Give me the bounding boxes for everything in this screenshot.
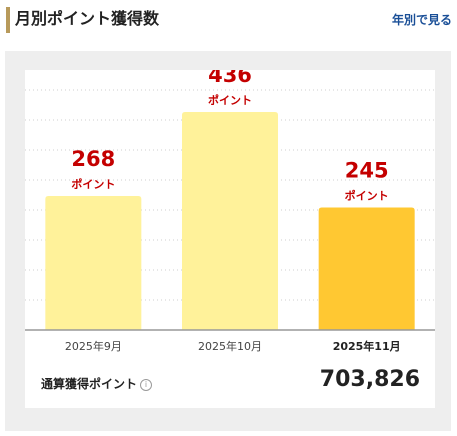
total-points-label-text: 通算獲得ポイント [41, 377, 138, 391]
x-tick-label: 2025年9月 [65, 339, 122, 353]
x-tick-label: 2025年11月 [333, 339, 401, 353]
bar-value-label: 268 [71, 147, 115, 171]
info-icon[interactable]: i [140, 379, 153, 391]
bar [182, 112, 278, 330]
bar-unit-label: ポイント [71, 177, 115, 191]
bar-unit-label: ポイント [208, 93, 252, 107]
chart-area: 268 ポイント 2025年9月 436 ポイント 2025年10月 245 ポイント 2025… [25, 70, 435, 360]
bar-value-label: 436 [208, 70, 252, 87]
monthly-points-chart: 268 ポイント 2025年9月 436 ポイント 2025年10月 245 ポイント 2025… [25, 70, 435, 353]
bar [45, 196, 142, 330]
x-tick-label: 2025年10月 [198, 339, 262, 353]
bar-value-label: 245 [345, 159, 389, 183]
section-header: 月別ポイント獲得数 年別で見る [0, 0, 457, 40]
total-points-summary: 通算獲得ポイント i 703,826 [25, 358, 435, 408]
bar [318, 207, 415, 330]
bar-unit-label: ポイント [345, 189, 389, 203]
view-by-year-link[interactable]: 年別で見る [391, 13, 452, 27]
total-points-value: 703,826 [319, 367, 420, 392]
total-points-label: 通算獲得ポイント i [41, 375, 153, 392]
section-title: 月別ポイント獲得数 [15, 9, 160, 28]
title-accent-bar [6, 7, 10, 33]
